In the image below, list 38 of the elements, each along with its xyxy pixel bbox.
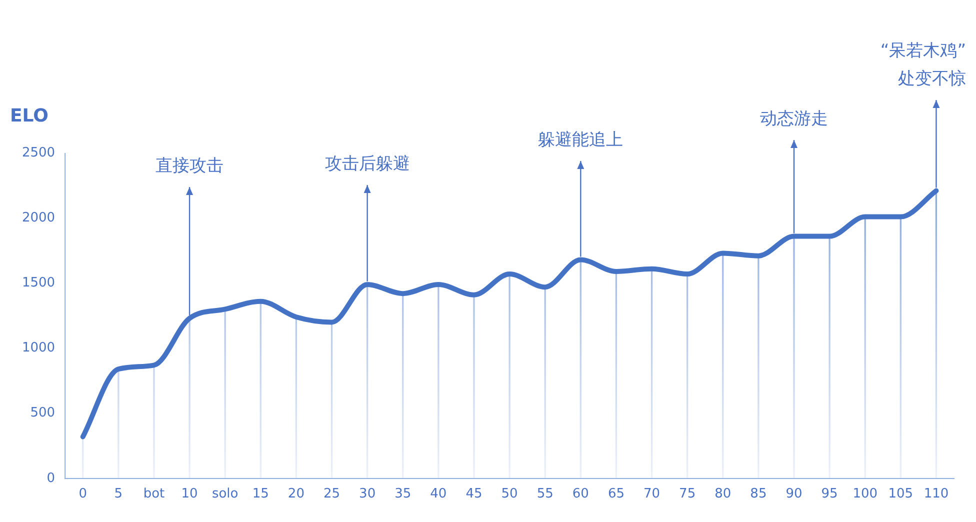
y-tick-label: 500 <box>30 406 56 421</box>
x-tick-label: 95 <box>821 486 838 502</box>
x-tick-label: 20 <box>288 486 304 502</box>
x-tick-label: 10 <box>181 486 198 502</box>
x-tick-label: 75 <box>679 486 696 502</box>
text: 动态游走 <box>760 108 828 129</box>
x-tick-label: 5 <box>114 486 123 502</box>
text: “呆若木鸡” <box>880 40 966 61</box>
x-tick-label: solo <box>212 486 238 502</box>
x-tick-label: 60 <box>572 486 589 502</box>
x-tick-label: 50 <box>501 486 518 502</box>
y-tick-label: 2000 <box>22 210 56 226</box>
annotation: 攻击后躲避 <box>324 154 410 174</box>
x-tick-label: 30 <box>359 486 376 502</box>
annotation: 直接攻击 <box>156 156 224 176</box>
y-tick-label: 1500 <box>22 276 56 291</box>
x-tick-label: 90 <box>786 486 802 502</box>
x-tick-label: 110 <box>924 486 949 502</box>
text: 躲避能追上 <box>538 130 624 150</box>
x-tick-label: 55 <box>536 486 554 502</box>
x-tick-label: 35 <box>394 486 412 502</box>
y-tick-label: 0 <box>46 470 56 486</box>
y-tick-label: 1000 <box>22 340 56 356</box>
x-tick-label: 80 <box>714 486 732 502</box>
x-tick-label: 65 <box>608 486 624 502</box>
text: 处变不惊 <box>898 68 966 89</box>
x-tick-label: bot <box>143 486 165 502</box>
x-tick-label: 100 <box>852 486 878 502</box>
x-tick-label: 40 <box>430 486 447 502</box>
x-tick-label: 105 <box>888 486 914 502</box>
x-tick-label: 0 <box>78 486 88 502</box>
y-axis-title: ELO <box>10 106 48 127</box>
x-tick-label: 85 <box>750 486 767 502</box>
y-tick-label: 2500 <box>22 145 56 160</box>
x-tick-label: 45 <box>466 486 482 502</box>
x-tick-label: 15 <box>252 486 269 502</box>
x-tick-label: 25 <box>323 486 340 502</box>
x-tick-label: 70 <box>643 486 660 502</box>
